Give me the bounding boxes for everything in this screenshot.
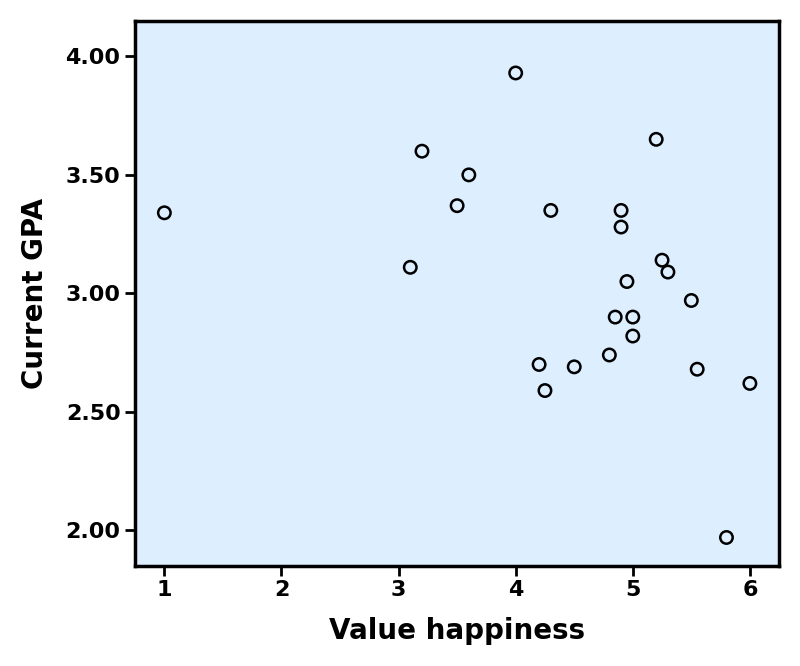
Point xyxy=(626,331,639,342)
Point xyxy=(545,205,558,216)
Point xyxy=(603,350,616,360)
X-axis label: Value happiness: Value happiness xyxy=(329,617,585,645)
Point xyxy=(743,378,756,389)
Point xyxy=(621,276,634,287)
Point xyxy=(538,385,551,396)
Point xyxy=(568,362,581,372)
Point xyxy=(656,255,669,266)
Point xyxy=(462,170,475,180)
Point xyxy=(690,364,703,374)
Point xyxy=(650,134,662,145)
Point xyxy=(510,68,522,79)
Point xyxy=(614,205,627,216)
Point xyxy=(614,222,627,232)
Point xyxy=(533,359,546,370)
Point xyxy=(158,208,170,218)
Point xyxy=(626,312,639,322)
Point xyxy=(404,262,417,272)
Point xyxy=(720,532,733,543)
Point xyxy=(450,200,463,211)
Point xyxy=(415,146,428,157)
Point xyxy=(609,312,622,322)
Point xyxy=(685,295,698,306)
Y-axis label: Current GPA: Current GPA xyxy=(21,198,49,389)
Point xyxy=(662,266,674,277)
